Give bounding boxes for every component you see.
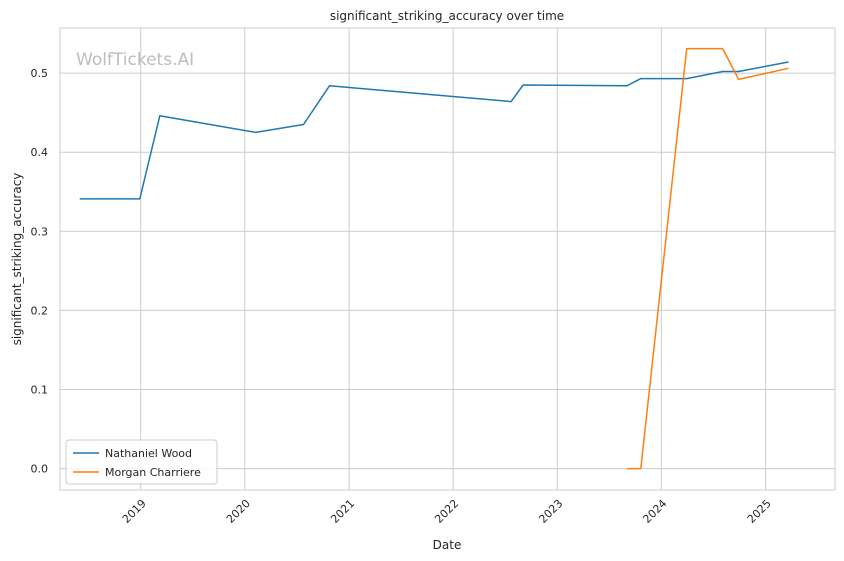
series-layer	[79, 47, 789, 470]
y-axis-ticks: 0.0 0.1 0.2 0.3 0.4 0.5	[31, 67, 49, 476]
legend-label-nathaniel-wood: Nathaniel Wood	[105, 447, 192, 460]
y-axis-label: significant_striking_accuracy	[10, 173, 24, 346]
legend-label-morgan-charriere: Morgan Charriere	[105, 466, 201, 479]
y-tick-label: 0.2	[31, 304, 49, 317]
y-tick-label: 0.3	[31, 225, 49, 238]
plot-frame	[59, 27, 836, 491]
x-axis-label: Date	[433, 538, 462, 552]
legend-box	[65, 439, 218, 485]
y-tick-label: 0.5	[31, 67, 49, 80]
chart-title: significant_striking_accuracy over time	[330, 9, 564, 23]
series-line-morgan-charriere	[626, 47, 789, 470]
y-tick-label: 0.0	[31, 463, 49, 476]
series-line-nathaniel-wood	[79, 61, 789, 200]
y-tick-label: 0.4	[31, 146, 49, 159]
legend: Nathaniel Wood Morgan Charriere	[65, 439, 218, 485]
y-tick-label: 0.1	[31, 384, 49, 397]
watermark: WolfTickets.AI	[76, 50, 194, 70]
